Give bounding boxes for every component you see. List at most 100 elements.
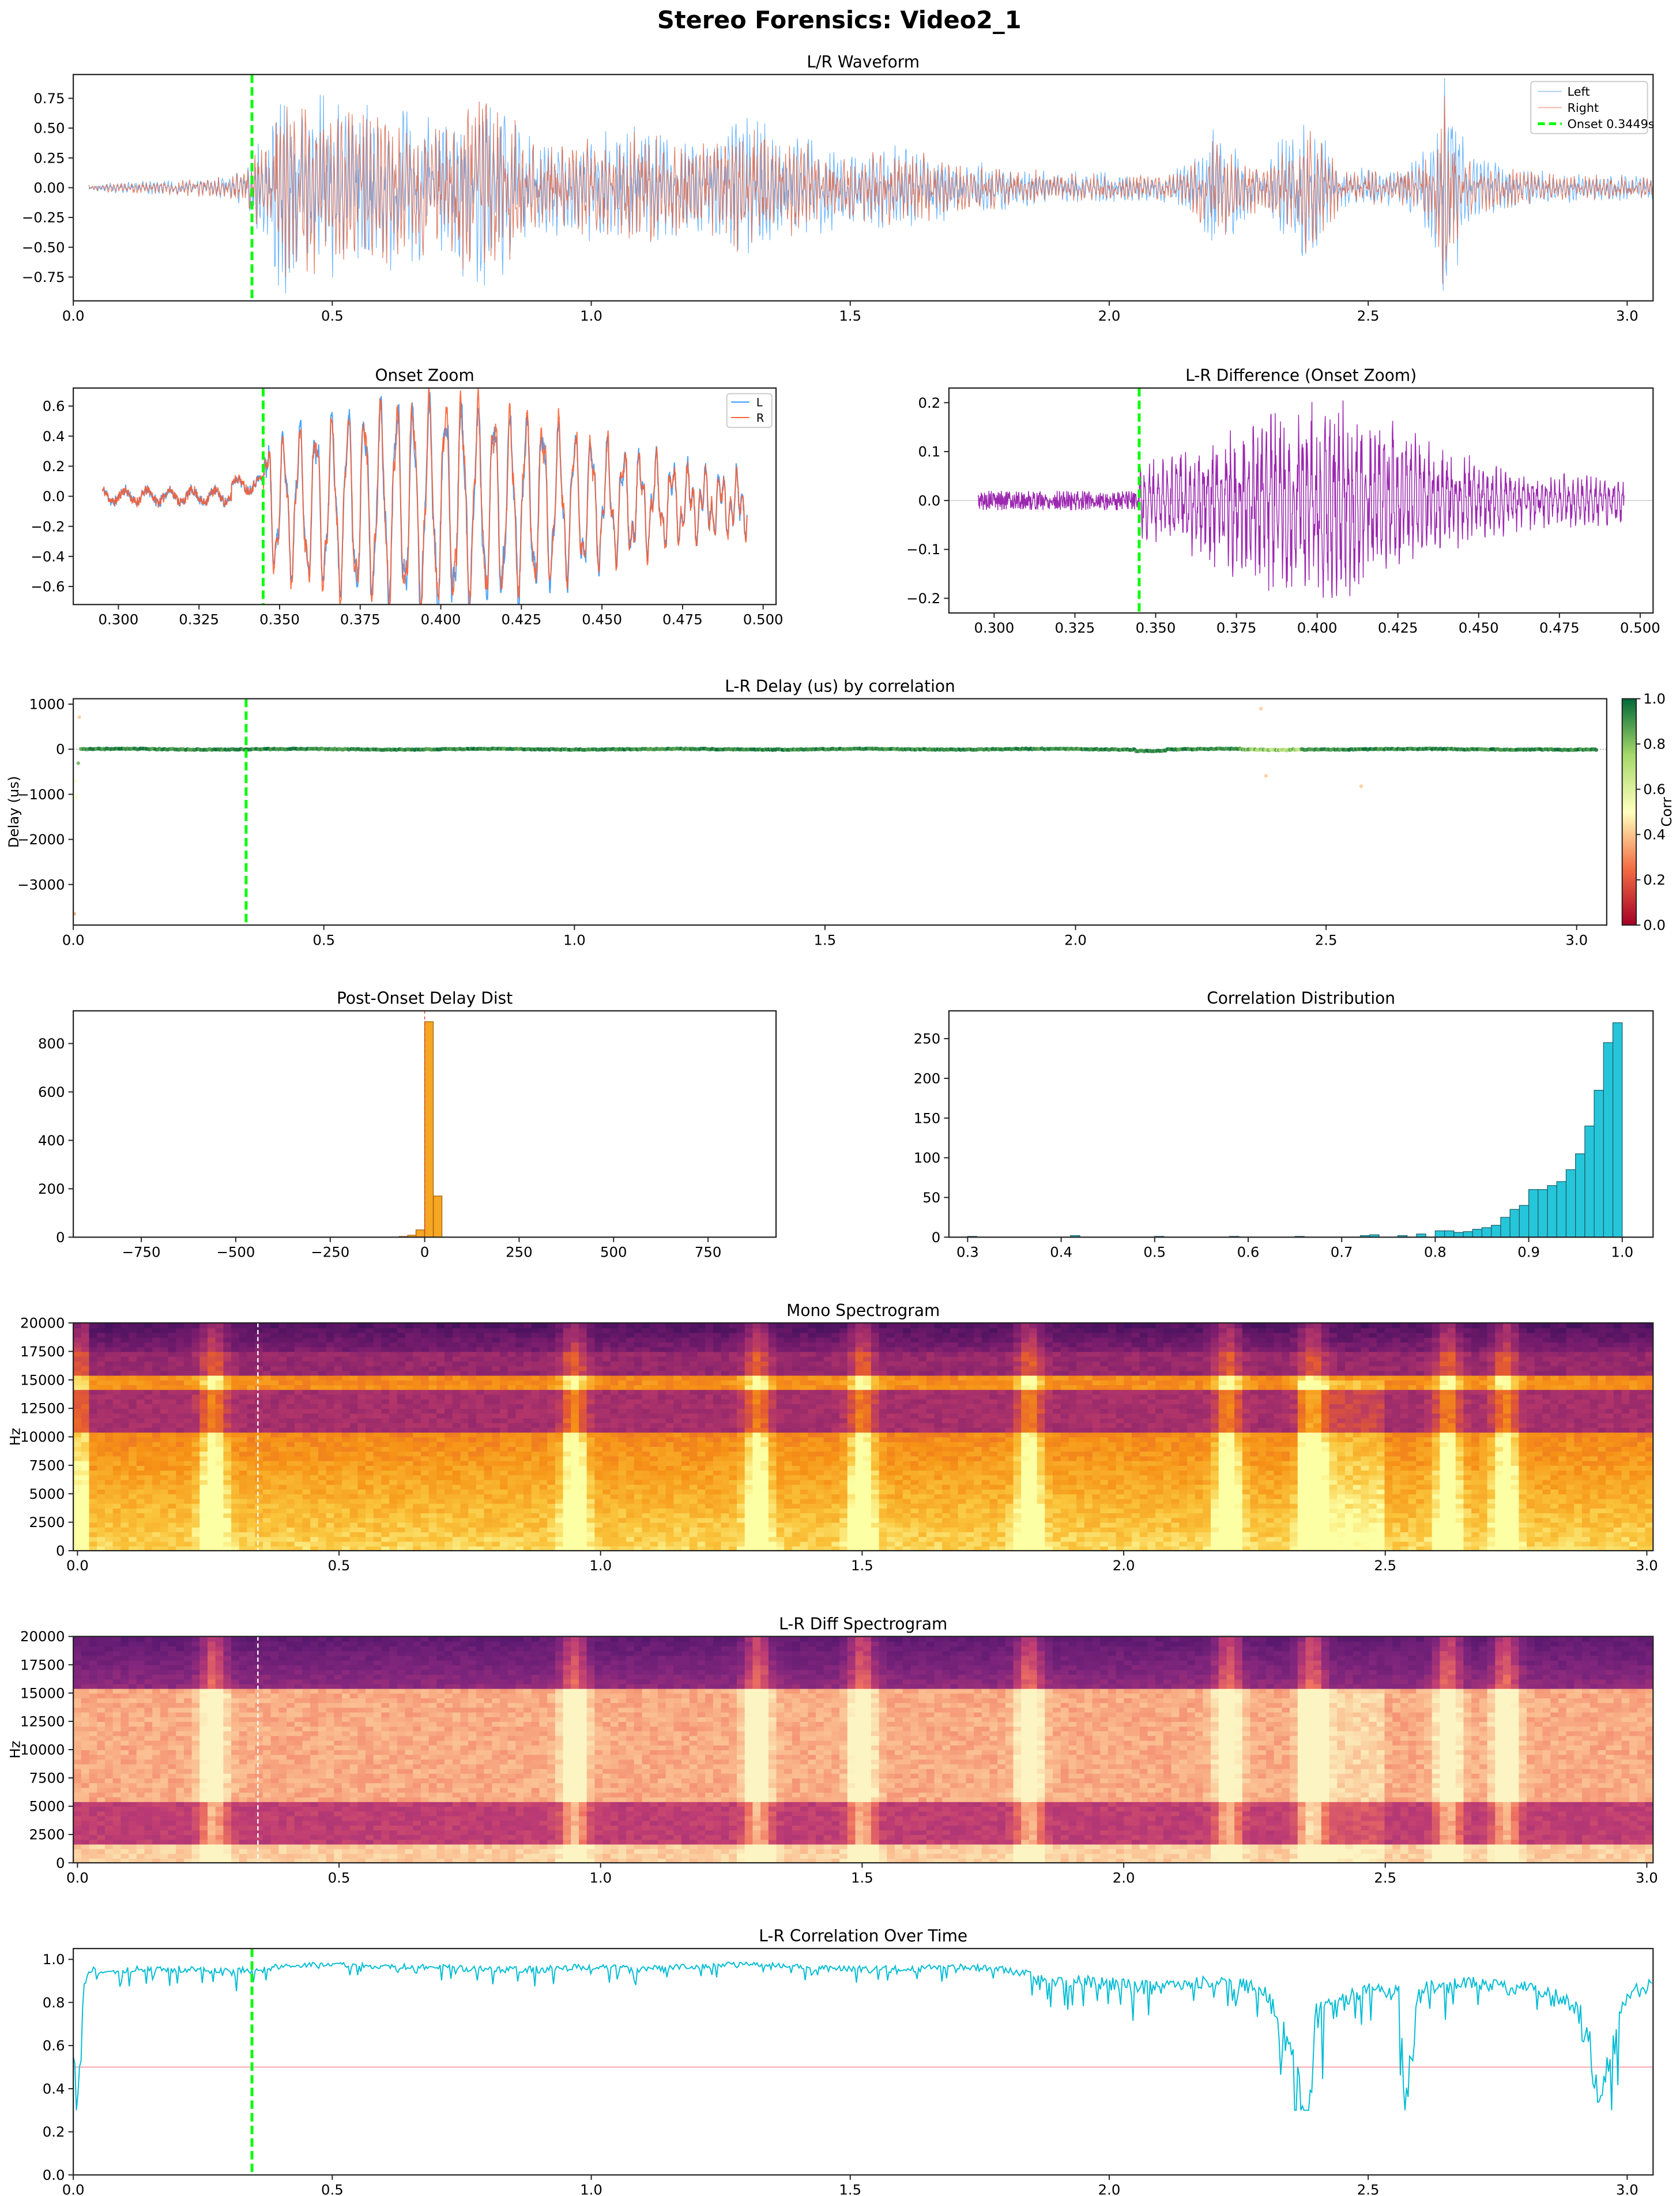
spectrogram-cell [129, 1498, 137, 1504]
spectrogram-cell [436, 1522, 446, 1528]
spectrogram-cell [373, 1456, 382, 1461]
spectrogram-cell [97, 1417, 106, 1423]
spectrogram-cell [610, 1422, 619, 1428]
spectrogram-cell [176, 1489, 184, 1495]
spectrogram-cell [547, 1451, 556, 1457]
spectrogram-cell [294, 1370, 303, 1376]
lr-diff-plot-area [948, 388, 1653, 613]
delay-hist-plot-area [398, 1010, 443, 1238]
x-tick-label: 0.6 [1237, 1243, 1260, 1260]
spectrogram-cell [208, 1479, 216, 1485]
spectrogram-cell [81, 1332, 90, 1338]
spectrogram-cell [555, 1484, 564, 1490]
spectrogram-cell [523, 1351, 532, 1357]
spectrogram-cell [445, 1546, 453, 1551]
spectrogram-cell [231, 1446, 240, 1452]
spectrogram-cell [602, 1532, 611, 1537]
spectrogram-cell [357, 1460, 367, 1466]
spectrogram-cell [436, 1475, 446, 1480]
spectrogram-cell [112, 1360, 122, 1367]
spectrogram-cell [650, 1489, 658, 1495]
spectrogram-cell [578, 1432, 587, 1438]
spectrogram-cell [239, 1394, 248, 1400]
spectrogram-cell [578, 1498, 587, 1504]
spectrogram-cell [294, 1360, 303, 1367]
spectrogram-cell [445, 1413, 453, 1419]
spectrogram-cell [278, 1347, 288, 1352]
spectrogram-cell [571, 1337, 579, 1343]
spectrogram-cell [208, 1375, 216, 1381]
spectrogram-cell [239, 1526, 248, 1533]
spectrogram-cell [334, 1328, 342, 1333]
spectrogram-cell [634, 1389, 643, 1395]
spectrogram-cell [389, 1441, 398, 1447]
spectrogram-cell [231, 1385, 240, 1390]
spectrogram-cell [618, 1446, 627, 1452]
spectrogram-cell [578, 1332, 587, 1338]
spectrogram-cell [539, 1408, 548, 1414]
spectrogram-cell [357, 1360, 367, 1367]
spectrogram-cell [642, 1479, 651, 1485]
spectrogram-cell [468, 1413, 477, 1419]
spectrogram-cell [507, 1370, 517, 1376]
spectrogram-cell [397, 1379, 406, 1386]
spectrogram-cell [657, 1379, 666, 1386]
spectrogram-cell [73, 1417, 82, 1423]
spectrogram-cell [262, 1432, 272, 1438]
spectrogram-cell [160, 1441, 169, 1447]
spectrogram-cell [112, 1375, 122, 1381]
spectrogram-cell [507, 1522, 517, 1528]
spectrogram-cell [223, 1347, 232, 1352]
spectrogram-cell [428, 1375, 438, 1381]
spectrogram-cell [89, 1417, 98, 1423]
spectrogram-cell [428, 1403, 438, 1409]
y-tick-label: −2000 [17, 831, 65, 848]
spectrogram-cell [302, 1441, 311, 1447]
spectrogram-cell [571, 1341, 579, 1348]
spectrogram-cell [492, 1441, 500, 1447]
spectrogram-cell [239, 1503, 248, 1509]
spectrogram-cell [634, 1484, 643, 1490]
spectrogram-cell [247, 1403, 256, 1409]
spectrogram-cell [523, 1403, 532, 1409]
spectrogram-cell [468, 1385, 477, 1390]
spectrogram-cell [215, 1360, 224, 1367]
spectrogram-cell [555, 1532, 564, 1537]
spectrogram-cell [555, 1351, 564, 1357]
spectrogram-cell [578, 1422, 587, 1428]
spectrogram-cell [618, 1513, 627, 1518]
spectrogram-cell [571, 1351, 579, 1357]
spectrogram-cell [81, 1536, 90, 1542]
spectrogram-cell [144, 1427, 153, 1433]
spectrogram-cell [176, 1546, 184, 1551]
spectrogram-cell [452, 1385, 461, 1390]
spectrogram-cell [460, 1408, 469, 1414]
spectrogram-cell [476, 1370, 485, 1376]
spectrogram-cell [650, 1341, 658, 1348]
spectrogram-cell [144, 1370, 153, 1376]
spectrogram-cell [642, 1408, 651, 1414]
spectrogram-cell [183, 1470, 193, 1476]
spectrogram-cell [594, 1328, 604, 1333]
spectrogram-cell [310, 1379, 319, 1386]
spectrogram-cell [183, 1398, 193, 1404]
spectrogram-cell [586, 1446, 596, 1452]
spectrogram-cell [507, 1408, 517, 1414]
spectrogram-cell [657, 1475, 666, 1480]
spectrogram-cell [294, 1366, 303, 1371]
spectrogram-cell [515, 1517, 525, 1523]
spectrogram-cell [334, 1522, 342, 1528]
spectrogram-cell [278, 1379, 288, 1386]
spectrogram-cell [294, 1503, 303, 1509]
spectrogram-cell [89, 1328, 98, 1333]
spectrogram-cell [389, 1432, 398, 1438]
spectrogram-cell [104, 1446, 114, 1452]
spectrogram-cell [405, 1360, 414, 1367]
spectrogram-cell [191, 1417, 201, 1423]
spectrogram-cell [610, 1375, 619, 1381]
spectrogram-cell [571, 1484, 579, 1490]
spectrogram-cell [571, 1398, 579, 1404]
spectrogram-cell [278, 1441, 288, 1447]
spectrogram-cell [555, 1422, 564, 1428]
spectrogram-cell [389, 1356, 398, 1362]
